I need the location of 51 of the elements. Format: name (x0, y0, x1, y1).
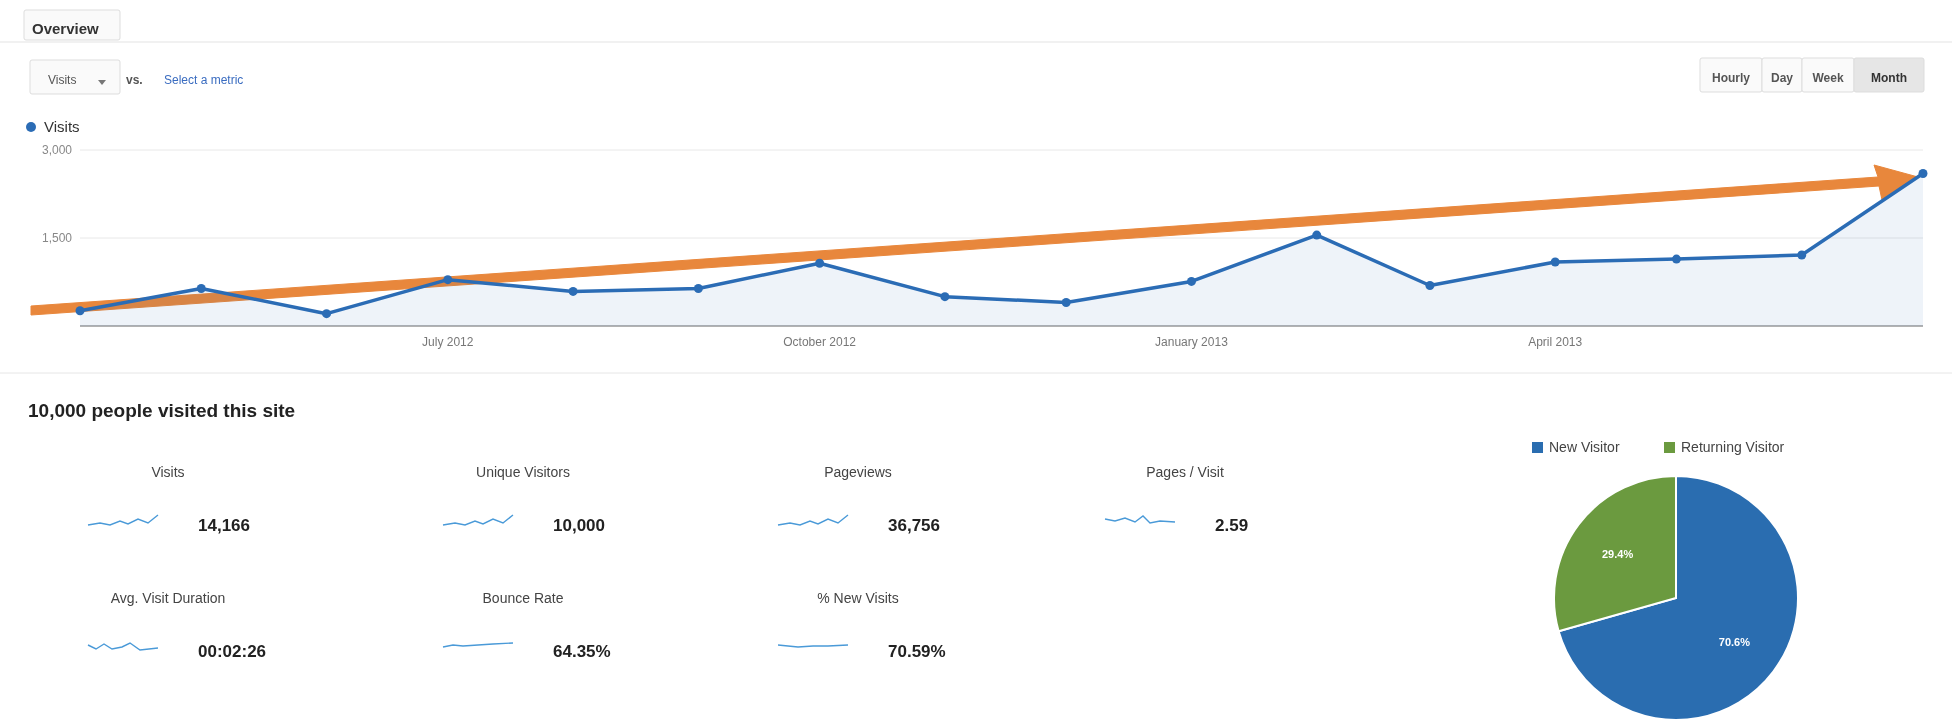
text: Visits (48, 73, 77, 87)
point (693, 283, 703, 293)
point (815, 258, 825, 268)
x-tick-label: July 2012 (422, 335, 474, 349)
data-label: 70.6% (1718, 635, 1751, 648)
category-label: Unique Visitors (476, 464, 570, 480)
point (940, 292, 950, 302)
point (1550, 257, 1560, 267)
legend-label: New Visitor (1549, 439, 1620, 455)
category-label: Avg. Visit Duration (110, 590, 226, 606)
text: 14,166 (198, 516, 250, 535)
point (1425, 281, 1435, 291)
category-label: Visits (151, 464, 185, 480)
point (75, 306, 85, 316)
y-tick-label: 1,500 (41, 231, 73, 246)
category-label: Pages / Visit (1146, 464, 1224, 480)
text: Select a metric (164, 73, 244, 87)
text: vs. (126, 73, 143, 87)
data-label: 29.4% (1602, 547, 1634, 560)
point (1797, 250, 1807, 260)
point (196, 283, 206, 293)
y-tick-label: 3,000 (41, 143, 73, 158)
text: 70.59% (888, 642, 946, 661)
text: Overview (32, 20, 100, 37)
category-label: % New Visits (817, 590, 899, 606)
text: 10,000 people visited this site (28, 400, 296, 421)
text: 00:02:26 (198, 642, 267, 661)
point (1671, 254, 1681, 264)
text: Hourly (1711, 71, 1751, 85)
text: 36,756 (888, 516, 940, 535)
text: Month (1871, 71, 1907, 85)
point (1186, 276, 1196, 286)
category-label: Bounce Rate (482, 590, 564, 606)
text: 64.35% (553, 642, 611, 661)
text: 2.59 (1215, 516, 1249, 535)
point (1061, 298, 1071, 308)
point (1312, 230, 1322, 240)
point (322, 309, 332, 319)
x-tick-label: October 2012 (783, 335, 857, 349)
text: 10,000 (553, 516, 605, 535)
point (443, 275, 453, 285)
legend-label: Visits (44, 118, 80, 135)
point (568, 286, 578, 296)
point (1918, 168, 1928, 178)
x-tick-label: January 2013 (1155, 335, 1229, 349)
pie-slice (1557, 475, 1799, 721)
legend-label: Returning Visitor (1681, 439, 1785, 455)
x-tick-label: April 2013 (1528, 335, 1583, 349)
category-label: Pageviews (824, 464, 892, 480)
text: Day (1770, 71, 1794, 85)
text: Week (1812, 71, 1844, 85)
